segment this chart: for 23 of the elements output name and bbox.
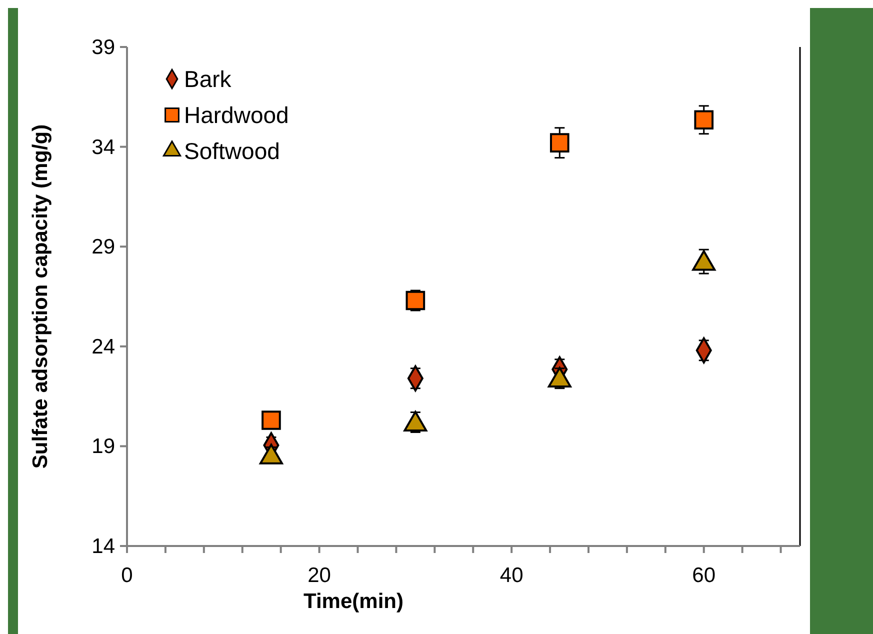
legend-label: Softwood xyxy=(184,138,280,164)
y-tick-label: 29 xyxy=(92,236,115,259)
y-tick-label: 14 xyxy=(92,535,116,558)
legend-label: Hardwood xyxy=(184,102,289,128)
x-tick-label: 0 xyxy=(121,564,133,587)
point xyxy=(259,444,283,464)
point xyxy=(548,366,572,388)
x-tick-label: 20 xyxy=(308,564,331,587)
point xyxy=(694,110,714,130)
point xyxy=(550,133,570,152)
x-tick-label: 40 xyxy=(500,564,524,587)
y-axis-title: Sulfate adsorption capacity (mg/g) xyxy=(29,124,52,469)
x-tick-label: 60 xyxy=(692,564,716,587)
y-tick-label: 39 xyxy=(92,36,115,59)
point xyxy=(406,290,426,310)
point xyxy=(404,410,428,432)
point xyxy=(262,410,281,430)
x-axis-title: Time(min) xyxy=(304,590,404,613)
legend-label: Bark xyxy=(184,66,232,92)
point xyxy=(692,250,716,271)
y-tick-label: 24 xyxy=(92,335,116,358)
y-tick-label: 34 xyxy=(92,136,116,159)
y-tick-label: 19 xyxy=(92,435,115,458)
